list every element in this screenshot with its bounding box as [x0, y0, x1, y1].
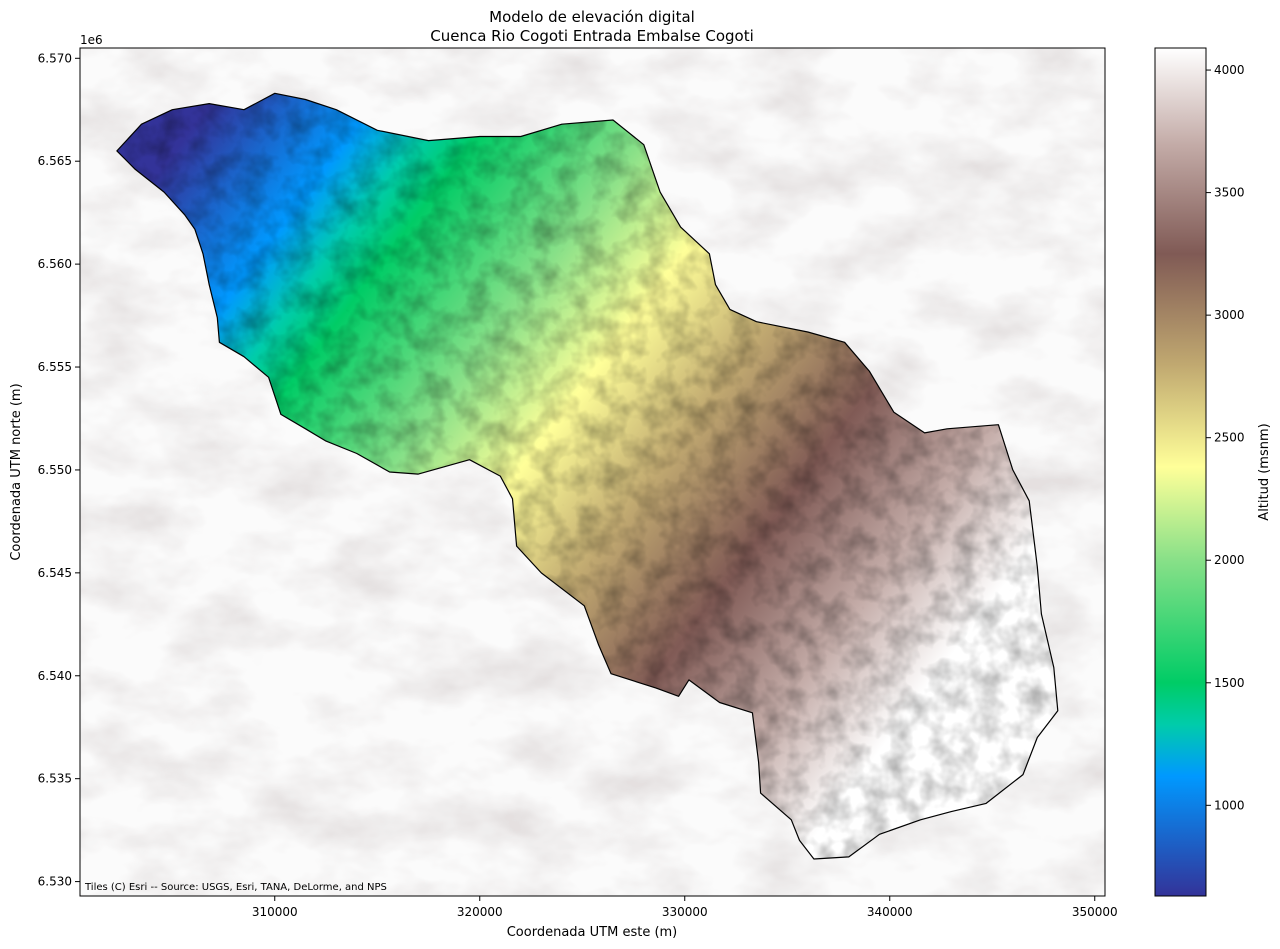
- colorbar-tick-label: 3500: [1214, 186, 1245, 200]
- x-tick-label: 330000: [662, 905, 708, 919]
- y-tick-label: 6.535: [38, 772, 72, 786]
- basemap-attribution: Tiles (C) Esri -- Source: USGS, Esri, TA…: [84, 882, 387, 893]
- basin-outline: [116, 92, 1059, 860]
- y-axis-ticks: 6.530 6.535 6.540 6.545 6.550 6.555 6.560 6.565…: [38, 51, 80, 889]
- axes-frame: [79, 47, 1106, 897]
- colorbar-gradient: [1155, 48, 1206, 896]
- x-axis-label: Coordenada UTM este (m): [507, 925, 678, 940]
- y-tick-label: 6.555: [38, 360, 72, 374]
- colorbar-tick-label: 4000: [1214, 63, 1245, 77]
- map-subtitle: Cuenca Rio Cogoti Entrada Embalse Cogoti: [430, 27, 754, 45]
- x-tick-label: 310000: [252, 905, 298, 919]
- y-axis-label: Coordenada UTM norte (m): [9, 383, 24, 560]
- y-tick-label: 6.550: [38, 463, 72, 477]
- y-tick-label: 6.565: [38, 154, 72, 168]
- map-axes: Tiles (C) Esri -- Source: USGS, Esri, TA…: [9, 33, 1118, 940]
- colorbar: 1000 1500 2000 2500 3000 3500 4000 Altitud (ms…: [1154, 47, 1272, 897]
- colorbar-tick-label: 3000: [1214, 308, 1245, 322]
- y-tick-label: 6.545: [38, 566, 72, 580]
- x-axis-ticks: 310000 320000 330000 340000 350000: [252, 896, 1118, 919]
- x-tick-label: 320000: [457, 905, 503, 919]
- colorbar-tick-label: 2500: [1214, 431, 1245, 445]
- colorbar-label: Altitud (msnm): [1257, 423, 1272, 520]
- colorbar-tick-label: 1000: [1214, 798, 1245, 812]
- colorbar-tick-label: 2000: [1214, 553, 1245, 567]
- y-offset-label: 1e6: [80, 33, 103, 47]
- y-tick-label: 6.570: [38, 51, 72, 65]
- colorbar-tick-label: 1500: [1214, 676, 1245, 690]
- x-tick-label: 350000: [1072, 905, 1118, 919]
- y-tick-label: 6.530: [38, 875, 72, 889]
- x-tick-label: 340000: [867, 905, 913, 919]
- colorbar-frame: [1154, 47, 1207, 897]
- colorbar-ticks: 1000 1500 2000 2500 3000 3500 4000: [1206, 63, 1245, 812]
- y-tick-label: 6.540: [38, 669, 72, 683]
- map-title: Modelo de elevación digital: [489, 8, 695, 26]
- y-tick-label: 6.560: [38, 257, 72, 271]
